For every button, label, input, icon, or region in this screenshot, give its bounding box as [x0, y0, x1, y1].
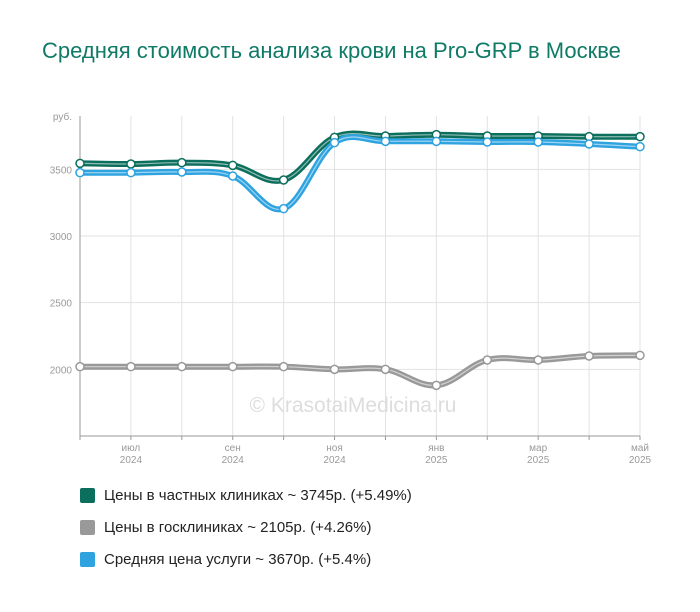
- data-point-public: [584, 351, 594, 361]
- data-point-public: [75, 361, 85, 372]
- data-point-average: [533, 137, 543, 147]
- series-markers: [75, 129, 645, 391]
- x-tick-label-year: 2025: [629, 455, 652, 466]
- x-tick-label-month: май: [631, 443, 649, 454]
- y-unit-label: руб.: [53, 111, 72, 123]
- legend-item-public[interactable]: Цены в госклиниках ~ 2105р. (+4.26%): [80, 516, 412, 538]
- data-point-public: [227, 361, 238, 372]
- x-tick-label-month: июл: [122, 443, 141, 454]
- y-tick-label: 2500: [50, 299, 73, 310]
- data-point-average: [126, 167, 136, 178]
- x-tick-label-month: сен: [225, 443, 241, 454]
- x-tick-label-year: 2024: [120, 455, 143, 466]
- x-tick-label-month: ноя: [326, 443, 343, 454]
- data-point-average: [329, 137, 340, 148]
- data-point-public: [431, 380, 442, 391]
- data-point-public: [533, 355, 543, 365]
- data-point-private: [278, 175, 289, 185]
- legend-label-public: Цены в госклиниках ~ 2105р. (+4.26%): [104, 518, 372, 536]
- y-tick-label: 3000: [50, 232, 73, 243]
- data-point-public: [635, 350, 645, 361]
- x-tick-label-year: 2024: [323, 455, 346, 466]
- data-point-public: [380, 364, 391, 375]
- data-point-public: [278, 361, 289, 372]
- data-point-private: [126, 159, 136, 169]
- data-point-average: [278, 203, 289, 214]
- series-line-average: [77, 133, 643, 213]
- data-point-public: [329, 364, 340, 375]
- x-tick-label-year: 2025: [425, 455, 448, 466]
- data-point-private: [177, 157, 187, 168]
- legend-swatch-private: [80, 487, 95, 503]
- data-point-public: [126, 361, 136, 372]
- data-point-public: [482, 355, 493, 365]
- legend-swatch-public: [80, 519, 95, 535]
- line-chart: 2000250030003500руб.июл2024сен2024ноя202…: [50, 111, 652, 466]
- data-point-average: [635, 141, 645, 152]
- data-point-average: [584, 139, 594, 149]
- legend: Цены в частных клиниках ~ 3745р. (+5.49%…: [80, 484, 412, 580]
- y-tick-label: 2000: [50, 365, 73, 376]
- data-point-private: [75, 158, 85, 169]
- data-point-private: [227, 160, 238, 171]
- y-tick-label: 3500: [50, 165, 73, 176]
- series-lines: [77, 130, 643, 389]
- watermark: © KrasotaiMedicina.ru: [250, 394, 457, 417]
- data-point-average: [431, 136, 442, 147]
- series-line-public: [77, 352, 643, 389]
- legend-label-private: Цены в частных клиниках ~ 3745р. (+5.49%…: [104, 486, 412, 504]
- x-tick-label-month: янв: [428, 443, 444, 454]
- legend-item-average[interactable]: Средняя цена услуги ~ 3670р. (+5.4%): [80, 548, 412, 570]
- x-tick-label-month: мар: [529, 443, 547, 454]
- x-tick-label-year: 2025: [527, 455, 550, 466]
- legend-label-average: Средняя цена услуги ~ 3670р. (+5.4%): [104, 550, 372, 568]
- data-point-private: [635, 131, 645, 142]
- data-point-average: [177, 167, 187, 177]
- legend-item-private[interactable]: Цены в частных клиниках ~ 3745р. (+5.49%…: [80, 484, 412, 506]
- data-point-average: [75, 167, 85, 178]
- data-point-average: [482, 137, 493, 147]
- x-tick-label-year: 2024: [222, 455, 245, 466]
- data-point-average: [380, 136, 391, 147]
- axes: 2000250030003500руб.июл2024сен2024ноя202…: [50, 111, 652, 466]
- data-point-average: [227, 171, 238, 181]
- chart-title: Средняя стоимость анализа крови на Pro-G…: [42, 38, 621, 63]
- data-point-public: [177, 361, 187, 372]
- legend-swatch-average: [80, 551, 95, 567]
